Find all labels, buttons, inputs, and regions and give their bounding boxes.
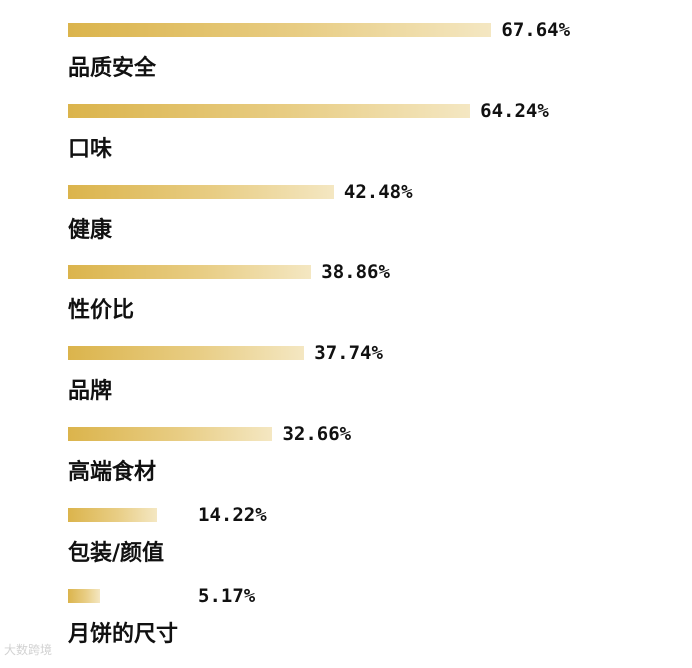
bar-4 [68,265,312,279]
bar-2 [68,104,471,118]
bar-1 [68,23,492,37]
value-label-6: 32.66% [282,423,352,445]
bar-7 [68,508,158,522]
value-label-7: 14.22% [198,504,267,526]
value-label-5: 37.74% [314,342,383,364]
value-label-3: 42.48% [343,181,413,203]
category-label-8: 月饼的尺寸 [68,622,179,647]
category-label-3: 健康 [68,218,113,243]
bar-5 [68,346,305,360]
category-label-2: 口味 [68,137,113,162]
bar-8 [68,589,101,603]
category-label-5: 品牌 [68,379,113,404]
value-label-1: 67.64% [501,19,571,41]
category-label-4: 性价比 [68,298,135,323]
value-label-2: 64.24% [480,100,549,122]
bar-6 [68,427,273,441]
category-label-6: 高端食材 [68,460,157,485]
category-label-1: 品质安全 [68,56,157,81]
watermark: 大数跨境 [4,643,53,657]
value-label-4: 38.86% [321,261,390,283]
bar-3 [68,185,334,199]
value-label-8: 5.17% [198,585,256,607]
category-label-7: 包装/颜值 [68,541,165,566]
